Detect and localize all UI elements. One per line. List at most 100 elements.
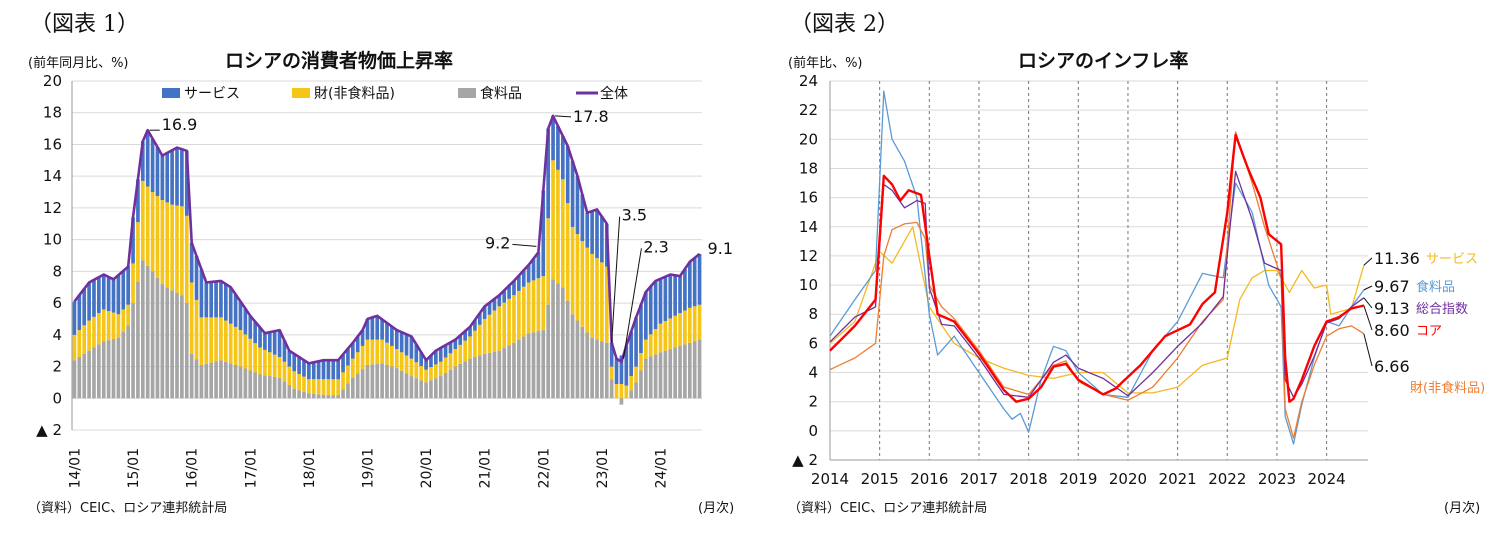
bar-food: [546, 304, 550, 399]
end-value-label: 9.13: [1374, 299, 1410, 318]
bar-goods: [673, 315, 677, 348]
bar-food: [404, 373, 409, 399]
figure-2-xlabel: (月次): [1444, 501, 1481, 516]
x-tick-label: 23/01: [595, 448, 611, 488]
bar-goods: [639, 353, 643, 371]
annotation-label: 3.5: [622, 206, 647, 225]
series-line: [829, 226, 1365, 394]
bar-goods: [199, 317, 204, 365]
bar-services: [570, 161, 575, 227]
end-label-leader: [1363, 305, 1373, 331]
bar-services: [180, 149, 184, 207]
bar-goods: [180, 206, 184, 296]
x-tick-label: 22/01: [536, 448, 552, 488]
bar-services: [609, 342, 614, 367]
y-tick-label: ▲ 2: [792, 451, 818, 469]
figure-2-panel: （図表 2） (前年比、%) ロシアのインフレ率 ▲ 2 0 2 4 6 8 10 12 14 1…: [760, 0, 1512, 545]
bar-food: [77, 357, 82, 399]
bar-services: [263, 333, 267, 350]
bar-food: [468, 358, 472, 399]
legend-label-services: サービス: [184, 86, 240, 102]
bar-food: [136, 281, 140, 399]
bar-food: [673, 347, 677, 399]
bar-services: [526, 265, 531, 283]
bar-goods: [575, 234, 580, 321]
x-tick-label: 18/01: [302, 448, 318, 488]
x-tick-label: 14/01: [67, 448, 83, 488]
bar-food: [536, 331, 541, 399]
y-tick-label: 16: [43, 135, 62, 153]
bar-goods: [556, 169, 560, 284]
bar-services: [189, 242, 194, 283]
bar-food: [434, 378, 438, 399]
bar-services: [556, 125, 560, 170]
bar-services: [453, 339, 458, 350]
bar-goods: [683, 310, 687, 345]
bar-goods: [287, 366, 292, 386]
bar-services: [131, 217, 135, 264]
bar-food: [346, 383, 350, 399]
bar-goods: [482, 318, 487, 354]
bar-services: [126, 266, 130, 305]
bar-services: [585, 212, 590, 248]
bar-food: [228, 363, 233, 399]
bar-services: [87, 282, 91, 321]
bar-food: [170, 290, 174, 399]
bar-goods: [150, 192, 155, 272]
bar-services: [380, 319, 384, 340]
bar-goods: [473, 330, 477, 358]
y-tick-label: 8: [52, 262, 62, 280]
bar-services: [297, 357, 301, 374]
bar-goods: [282, 361, 287, 382]
bar-goods: [214, 317, 218, 362]
legend-swatch-services: [162, 88, 180, 98]
bar-services: [175, 147, 179, 206]
bar-services: [82, 288, 87, 326]
y-tick-label: 20: [799, 130, 818, 148]
bar-goods: [116, 314, 121, 338]
bar-goods: [253, 343, 257, 373]
y-tick-label: ▲ 2: [36, 421, 62, 439]
y-tick-label: 12: [43, 199, 62, 217]
bar-goods: [111, 312, 116, 340]
bar-services: [399, 332, 404, 353]
bar-goods: [101, 309, 106, 342]
bar-goods: [263, 349, 267, 376]
bar-services: [385, 322, 389, 343]
bar-services: [199, 269, 204, 318]
bar-services: [341, 354, 345, 373]
annotation-label: 2.3: [643, 237, 668, 256]
bar-services: [97, 277, 101, 314]
bar-services: [687, 261, 692, 308]
bar-goods: [644, 339, 648, 359]
bar-food: [209, 362, 214, 399]
bar-goods: [526, 282, 531, 334]
bar-goods: [194, 299, 199, 360]
bar-goods: [658, 323, 663, 353]
y-tick-label: 16: [799, 189, 818, 207]
bar-food: [248, 370, 253, 399]
bar-food: [87, 350, 91, 399]
bar-services: [492, 298, 497, 311]
bar-goods: [521, 286, 526, 337]
bar-goods: [170, 204, 174, 291]
bar-goods: [126, 304, 130, 326]
x-tick-label: 2022: [1208, 470, 1246, 488]
bar-services: [233, 294, 238, 327]
bar-goods: [297, 373, 301, 391]
x-tick-label: 20/01: [419, 448, 435, 488]
bar-goods: [224, 320, 228, 362]
bar-food: [697, 339, 702, 399]
figure-2-source: （資料）CEIC、ロシア連邦統計局: [788, 501, 988, 516]
bar-goods: [512, 295, 516, 343]
x-tick-label: 2020: [1109, 470, 1147, 488]
bar-goods: [419, 366, 424, 381]
bar-goods: [316, 379, 321, 395]
bar-food: [233, 364, 238, 399]
bar-goods: [106, 311, 111, 341]
bar-goods: [560, 179, 565, 288]
bar-services: [502, 290, 507, 303]
end-label-leader: [1363, 285, 1373, 291]
y-tick-label: 24: [799, 72, 818, 90]
bar-services: [600, 216, 604, 263]
